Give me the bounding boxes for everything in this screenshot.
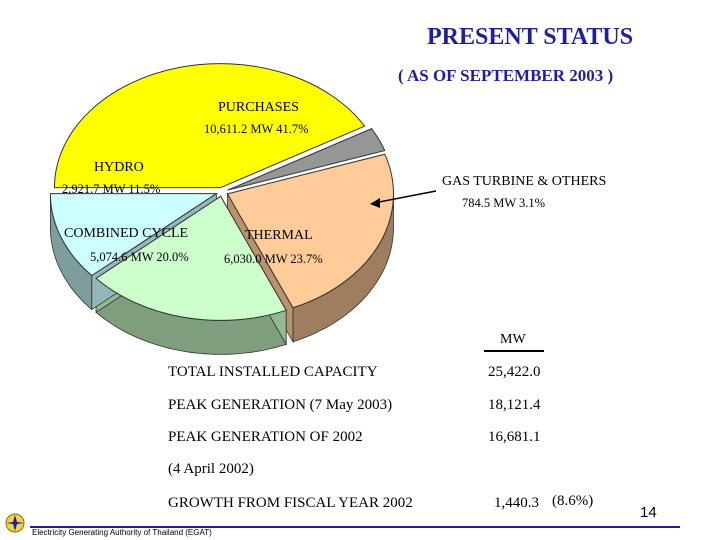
slice-label-purchases: PURCHASES [218,100,299,115]
slice-value-purchases: 10,611.2 MW 41.7% [204,122,309,136]
pie-slice-hydro [49,193,219,277]
pie-slice-purchases [53,63,366,189]
slice-value-thermal: 6,030.0 MW 23.7% [224,252,323,266]
egat-logo [5,513,25,533]
pie-slice-gas-turbine-others [227,128,386,191]
stat-value-total-capacity: 25,422.0 [488,364,541,380]
mw-header-underline [484,350,544,352]
slice-label-hydro: HYDRO [94,160,144,175]
pie-slice-thermal [226,153,394,309]
stat-value-peak-2003: 18,121.4 [488,397,541,413]
slice-value-combined-cycle: 5,074.6 MW 20.0% [90,250,189,264]
stat-value-peak-2002: 16,681.1 [488,429,541,445]
stat-value-growth: 1,440.3 [494,495,539,511]
stat-label-peak-2002: PEAK GENERATION OF 2002 [168,429,363,445]
gas-turbine-pointer-line [373,190,437,204]
page-subtitle: ( AS OF SEPTEMBER 2003 ) [398,66,614,85]
gas-turbine-pointer-arrowhead [370,198,380,208]
stat-note-date: (4 April 2002) [168,461,254,477]
footer-organization: Electricity Generating Authority of Thai… [32,528,212,537]
stat-label-peak-2003: PEAK GENERATION (7 May 2003) [168,397,393,413]
pie-slice-combined-cycle [95,195,287,321]
mw-column-header: MW [500,332,526,347]
page-number: 14 [640,504,657,521]
stat-label-total-capacity: TOTAL INSTALLED CAPACITY [168,364,378,380]
slice-label-combined-cycle: COMBINED CYCLE [64,226,189,241]
slice-value-gas-turbine: 784.5 MW 3.1% [462,196,546,210]
stat-percent-growth: (8.6%) [552,493,594,509]
footer-divider [30,526,680,528]
stat-label-growth: GROWTH FROM FISCAL YEAR 2002 [168,495,413,511]
page-title: PRESENT STATUS [427,24,634,50]
slice-value-hydro: 2,921.7 MW 11.5% [62,182,161,196]
pie-slice-tops [49,63,394,321]
slice-label-thermal: THERMAL [245,228,313,243]
slice-label-gas-turbine: GAS TURBINE & OTHERS [442,174,607,189]
